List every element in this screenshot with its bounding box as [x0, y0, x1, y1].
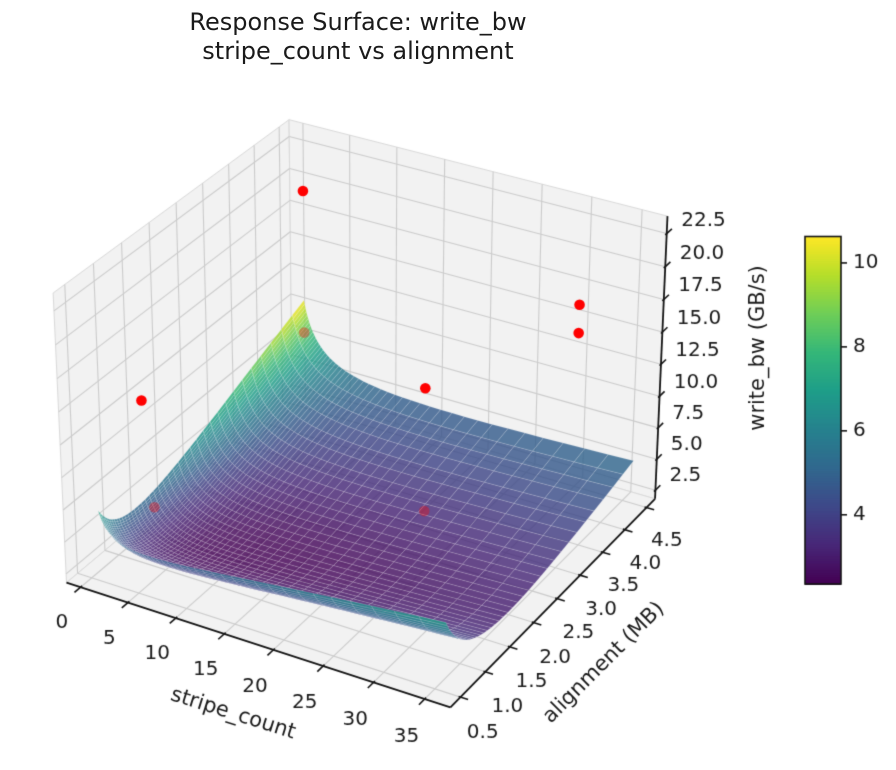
figure-title: Response Surface: write_bw stripe_count … [189, 8, 527, 65]
